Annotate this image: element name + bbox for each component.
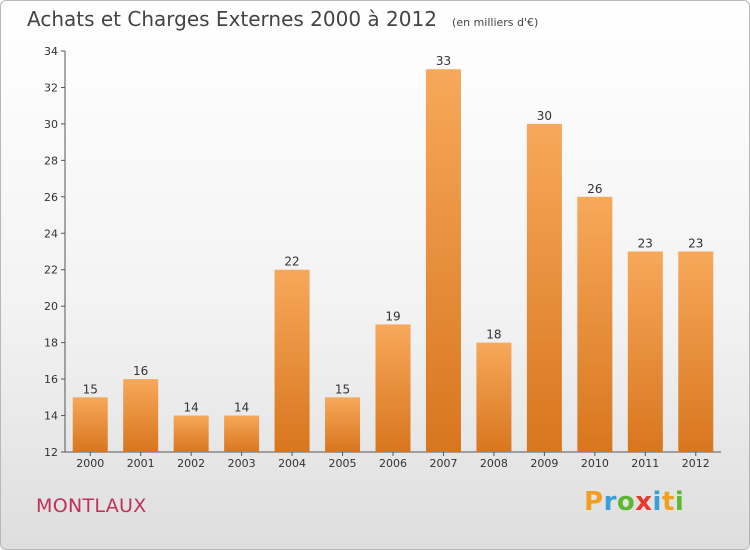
logo-letter: o xyxy=(616,487,636,517)
x-tick-label: 2009 xyxy=(530,457,558,470)
logo-letter: r xyxy=(603,487,617,517)
bar-value-label: 23 xyxy=(638,237,653,251)
logo-letter: i xyxy=(652,487,662,517)
x-tick-label: 2003 xyxy=(228,457,256,470)
y-tick-label: 30 xyxy=(44,118,58,131)
bar xyxy=(72,397,108,452)
bar xyxy=(325,397,361,452)
y-tick-label: 32 xyxy=(44,81,58,94)
bar xyxy=(274,269,310,452)
bar xyxy=(678,251,714,452)
x-tick-label: 2012 xyxy=(682,457,710,470)
bar-value-label: 18 xyxy=(486,328,501,342)
bar-value-label: 33 xyxy=(436,54,451,68)
bar-value-label: 15 xyxy=(83,382,98,396)
chart-title-block: Achats et Charges Externes 2000 à 2012 (… xyxy=(27,7,538,31)
logo-letter: i xyxy=(674,487,685,517)
y-tick-label: 26 xyxy=(44,191,58,204)
y-tick-label: 28 xyxy=(44,154,58,167)
x-tick-label: 2010 xyxy=(581,457,609,470)
bar xyxy=(627,251,663,452)
bar xyxy=(123,379,159,452)
x-tick-label: 2005 xyxy=(329,457,357,470)
x-tick-label: 2006 xyxy=(379,457,407,470)
x-tick-label: 2007 xyxy=(429,457,457,470)
bar-value-label: 30 xyxy=(537,109,552,123)
y-tick-label: 24 xyxy=(44,227,58,240)
chart-unit: (en milliers d'€) xyxy=(452,16,539,29)
bar-value-label: 14 xyxy=(184,401,199,415)
bar xyxy=(173,415,209,452)
bar-value-label: 16 xyxy=(133,364,148,378)
logo-letter: P xyxy=(584,487,604,517)
y-tick-label: 12 xyxy=(44,446,58,459)
x-tick-label: 2000 xyxy=(76,457,104,470)
x-tick-label: 2008 xyxy=(480,457,508,470)
y-tick-label: 20 xyxy=(44,300,58,313)
x-tick-label: 2004 xyxy=(278,457,306,470)
bar-value-label: 15 xyxy=(335,382,350,396)
y-tick-label: 18 xyxy=(44,337,58,350)
y-tick-label: 34 xyxy=(44,45,58,58)
bar xyxy=(526,123,562,452)
x-tick-label: 2011 xyxy=(631,457,659,470)
bar xyxy=(476,342,512,452)
bar-value-label: 23 xyxy=(688,237,703,251)
x-tick-label: 2001 xyxy=(127,457,155,470)
bar xyxy=(425,69,461,453)
bar-value-label: 26 xyxy=(587,182,602,196)
proxiti-logo: Proxiti xyxy=(584,487,684,517)
logo-letter: t xyxy=(661,487,675,517)
chart-title: Achats et Charges Externes 2000 à 2012 xyxy=(27,7,437,31)
bar xyxy=(375,324,411,452)
y-tick-label: 16 xyxy=(44,373,58,386)
bar-value-label: 14 xyxy=(234,401,249,415)
logo-letter: x xyxy=(635,487,653,517)
y-tick-label: 22 xyxy=(44,264,58,277)
x-tick-label: 2002 xyxy=(177,457,205,470)
bar xyxy=(224,415,260,452)
bar-value-label: 19 xyxy=(385,309,400,323)
city-name: MONTLAUX xyxy=(36,495,147,517)
bar xyxy=(577,196,613,452)
bar-value-label: 22 xyxy=(284,255,299,269)
y-tick-label: 14 xyxy=(44,410,58,423)
